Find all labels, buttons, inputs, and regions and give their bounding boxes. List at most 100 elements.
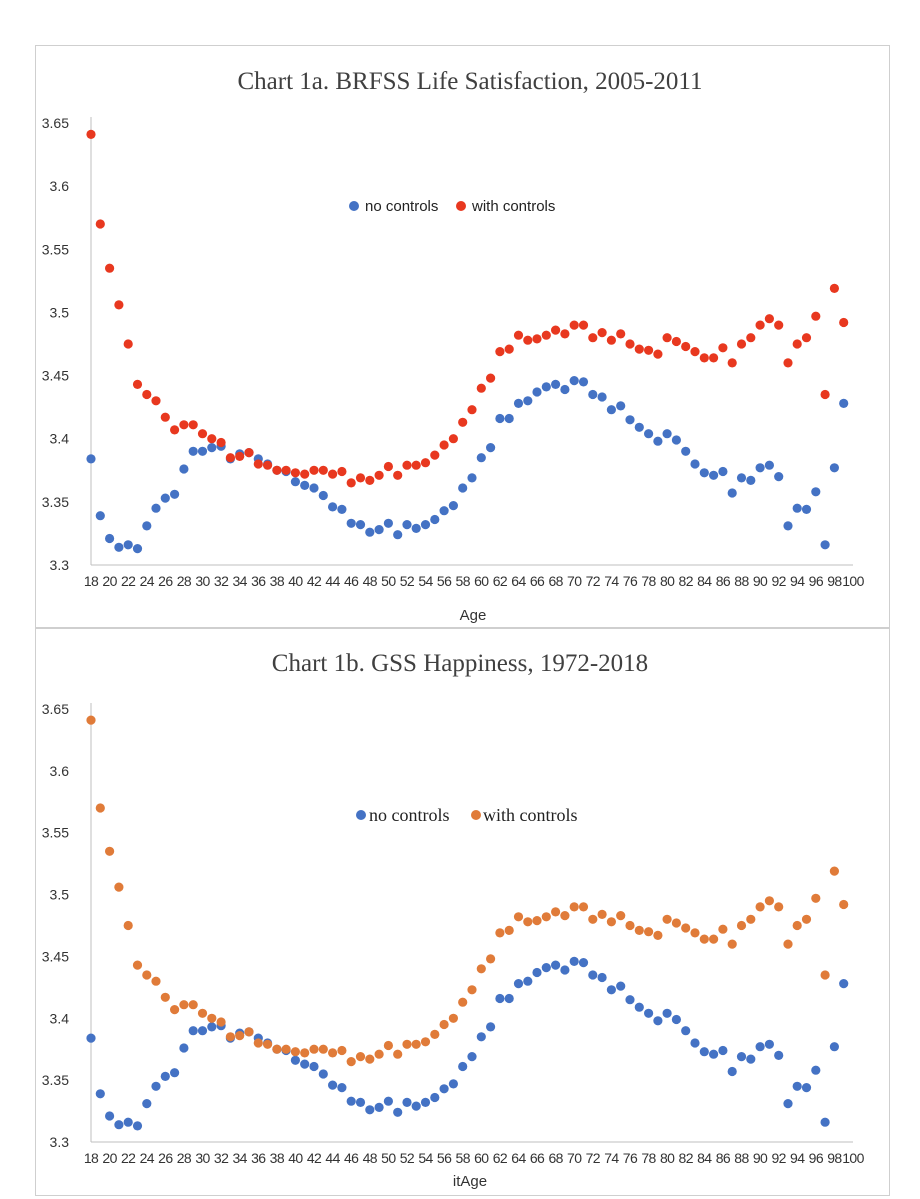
data-point xyxy=(393,1049,403,1059)
x-tick-label: 40 xyxy=(288,573,303,589)
x-tick-label: 68 xyxy=(548,1150,563,1166)
data-point xyxy=(328,469,338,479)
data-point xyxy=(606,985,617,995)
x-tick-label: 50 xyxy=(381,1150,396,1166)
data-point xyxy=(811,893,821,903)
data-point xyxy=(402,460,412,470)
data-point xyxy=(188,420,198,430)
data-point xyxy=(281,465,291,475)
legend-label-no-controls: no controls xyxy=(369,805,450,825)
x-tick-label: 100 xyxy=(842,1150,864,1166)
data-point xyxy=(383,461,393,472)
data-point xyxy=(486,373,496,383)
y-tick-label: 3.35 xyxy=(42,1072,69,1088)
data-point xyxy=(235,1031,245,1041)
chart-1b: Chart 1b. GSS Happiness, 1972-2018 3.33.… xyxy=(42,650,865,1190)
x-tick-label: 28 xyxy=(177,573,192,589)
data-point xyxy=(495,993,505,1004)
data-point xyxy=(774,320,784,330)
data-point xyxy=(644,1008,654,1018)
data-point xyxy=(523,917,533,927)
data-point xyxy=(718,466,728,477)
x-tick-label: 42 xyxy=(307,573,322,589)
y-tick-label: 3.3 xyxy=(50,1134,70,1150)
x-tick-label: 72 xyxy=(586,1150,601,1166)
data-point xyxy=(290,1055,300,1065)
data-point xyxy=(151,1081,161,1091)
data-point xyxy=(328,1080,338,1090)
x-tick-label: 26 xyxy=(158,1150,173,1166)
legend-label-with-controls: with controls xyxy=(471,198,555,215)
data-point xyxy=(569,956,579,966)
data-point xyxy=(644,927,654,937)
data-point xyxy=(690,459,700,469)
data-point xyxy=(290,477,300,487)
data-point xyxy=(597,328,607,338)
data-point xyxy=(746,475,756,485)
data-point xyxy=(142,970,152,980)
data-point xyxy=(551,907,561,917)
data-point xyxy=(225,453,235,463)
data-point xyxy=(504,413,514,424)
data-point xyxy=(411,1039,421,1049)
x-tick-label: 36 xyxy=(251,1150,266,1166)
y-tick-label: 3.4 xyxy=(50,1010,70,1026)
x-tick-label: 90 xyxy=(753,1150,768,1166)
x-tick-label: 18 xyxy=(84,1150,99,1166)
data-point xyxy=(142,1099,152,1109)
data-point xyxy=(801,1083,812,1093)
data-point xyxy=(300,1048,310,1058)
data-point xyxy=(355,473,366,483)
data-point xyxy=(132,960,143,970)
data-point xyxy=(114,542,124,552)
data-point xyxy=(578,958,589,968)
data-point xyxy=(318,1044,328,1054)
data-point xyxy=(532,334,542,344)
data-point xyxy=(653,930,663,940)
data-point xyxy=(644,345,654,355)
y-tick-label: 3.55 xyxy=(42,825,69,841)
data-point xyxy=(690,347,700,357)
data-point xyxy=(486,1022,496,1032)
data-point xyxy=(504,344,514,354)
data-point xyxy=(179,1000,189,1010)
data-point xyxy=(486,443,496,453)
data-point xyxy=(709,470,719,480)
legend-label-no-controls: no controls xyxy=(365,198,438,215)
data-point xyxy=(755,320,765,330)
data-point xyxy=(560,965,570,975)
data-point xyxy=(383,1040,393,1051)
data-point xyxy=(448,501,458,511)
data-point xyxy=(132,379,143,389)
data-point xyxy=(188,446,198,456)
x-axis-title: itAge xyxy=(453,1173,487,1190)
x-tick-label: 74 xyxy=(604,1150,619,1166)
data-point xyxy=(681,1026,691,1036)
data-point xyxy=(718,924,728,934)
data-point xyxy=(170,1068,180,1078)
data-point xyxy=(709,353,719,363)
data-point xyxy=(709,934,719,944)
data-point xyxy=(495,413,505,424)
data-point xyxy=(383,518,393,528)
data-point xyxy=(402,520,412,530)
data-point xyxy=(207,434,217,444)
data-point xyxy=(132,544,143,554)
data-point xyxy=(736,920,747,931)
data-point xyxy=(606,405,617,415)
data-point xyxy=(653,436,663,446)
data-point xyxy=(448,434,458,444)
x-tick-label: 56 xyxy=(437,573,452,589)
data-point xyxy=(207,1013,217,1023)
data-point xyxy=(244,448,254,458)
data-point xyxy=(132,1121,143,1131)
data-point xyxy=(625,995,635,1005)
data-point xyxy=(829,463,840,473)
data-point xyxy=(634,1002,644,1012)
x-tick-label: 98 xyxy=(827,573,842,589)
data-point xyxy=(420,1097,431,1107)
data-point xyxy=(105,533,115,544)
data-point xyxy=(764,460,775,470)
x-tick-label: 70 xyxy=(567,573,582,589)
y-tick-label: 3.6 xyxy=(50,763,70,779)
